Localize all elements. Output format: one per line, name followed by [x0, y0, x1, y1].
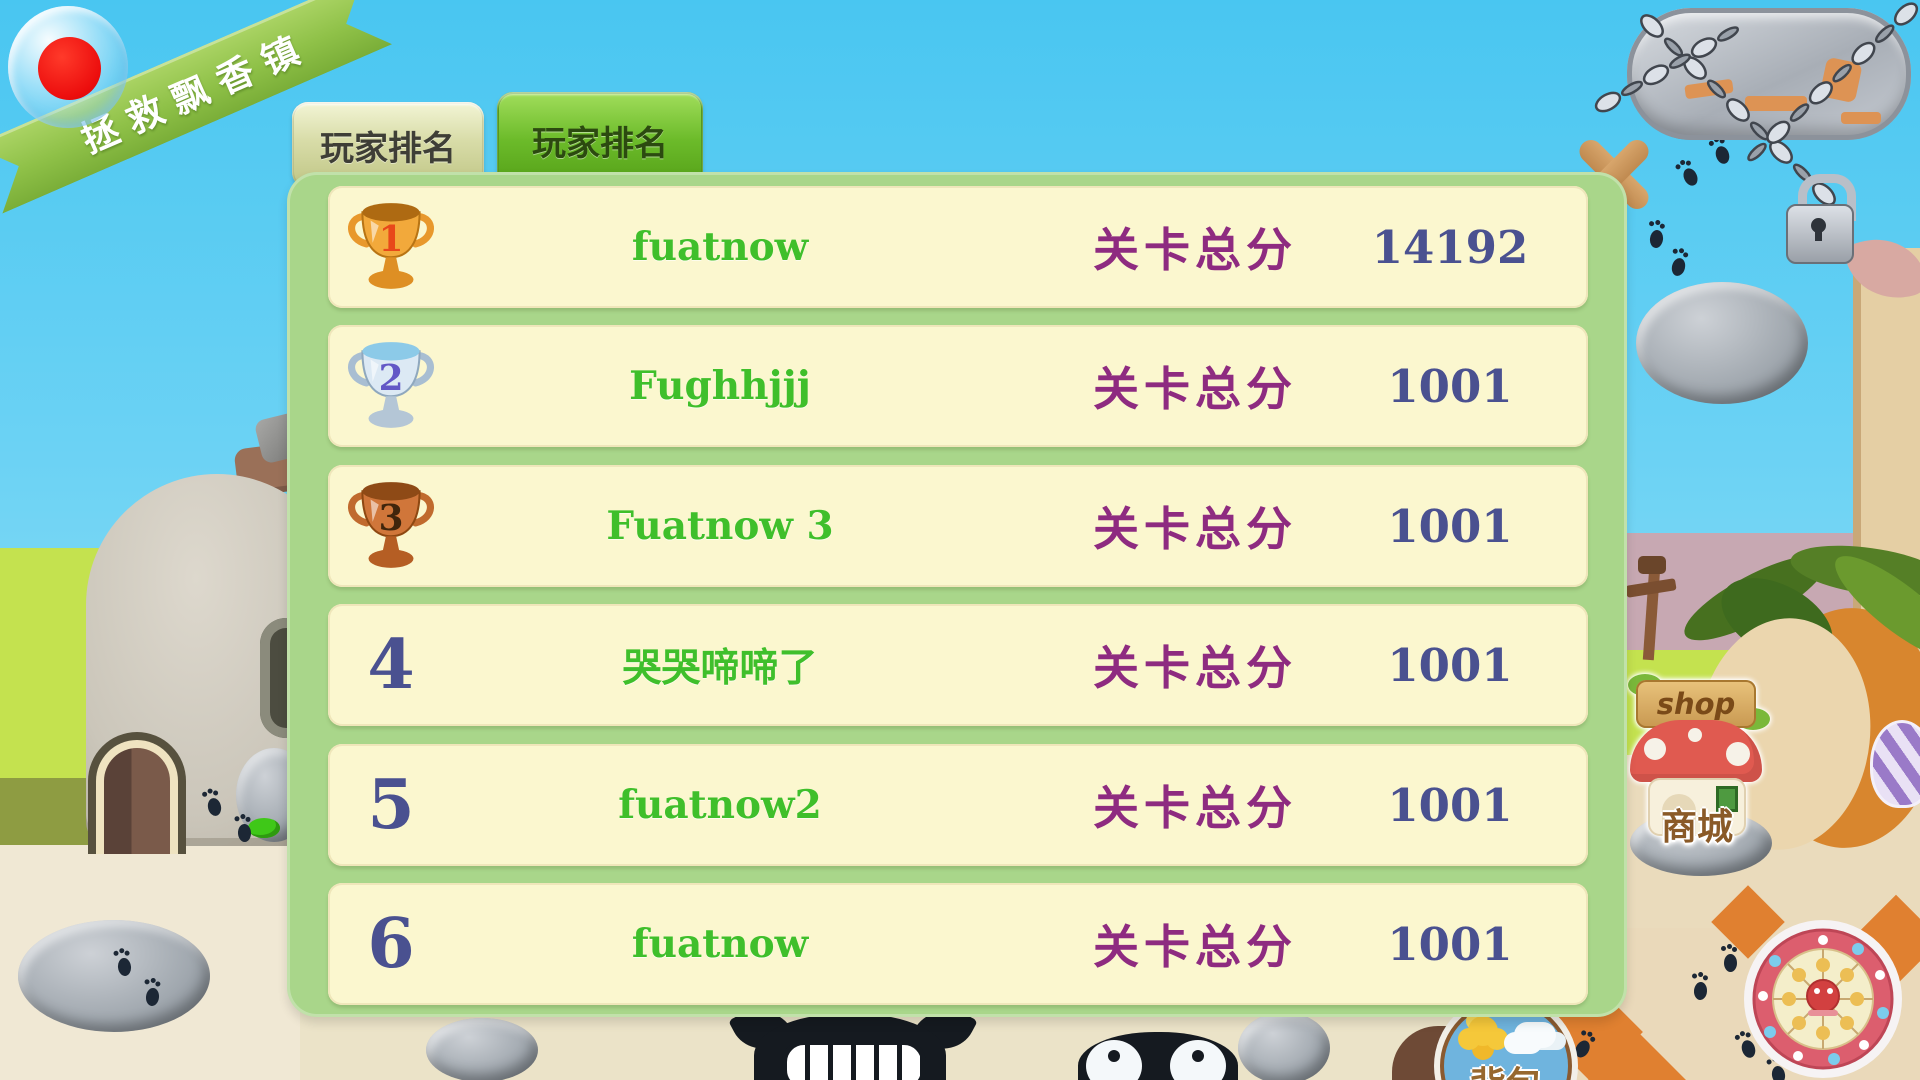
shop-button[interactable]: shop 商城 — [1628, 674, 1770, 855]
stone — [1238, 1012, 1330, 1080]
footprint — [1680, 166, 1701, 188]
svg-text:3: 3 — [379, 497, 404, 539]
striped-lollipop — [1870, 720, 1920, 808]
leaderboard-row: 1 fuatnow 关卡总分 14192 — [328, 186, 1588, 308]
rank-number: 6 — [367, 904, 415, 984]
player-name: fuatnow — [631, 224, 809, 270]
score-value: 14192 — [1371, 220, 1529, 274]
peeking-face-grin — [728, 996, 978, 1080]
svg-text:1: 1 — [379, 218, 404, 260]
mushroom-cap — [1630, 720, 1762, 782]
leaderboard-row: 4 哭哭啼啼了 关卡总分 1001 — [328, 604, 1588, 726]
player-name: 哭哭啼啼了 — [622, 645, 818, 691]
leaderboard-row: 6 fuatnow 关卡总分 1001 — [328, 883, 1588, 1005]
score-label: 关卡总分 — [1093, 502, 1297, 556]
score-label: 关卡总分 — [1093, 223, 1297, 277]
shop-label: 商城 — [1660, 807, 1733, 848]
gold-trophy-icon: 1 — [348, 203, 434, 289]
hidden-text-fragment — [1684, 78, 1734, 100]
leaderboard-row: 5 fuatnow2 关卡总分 1001 — [328, 744, 1588, 866]
spin-wheel-button[interactable] — [1742, 918, 1904, 1080]
house-door — [88, 732, 186, 854]
hidden-text-fragment — [1841, 112, 1881, 124]
silver-trophy-icon: 2 — [348, 342, 434, 428]
score-value: 1001 — [1387, 917, 1513, 971]
mushroom-body — [1648, 778, 1746, 836]
rank-number: 4 — [367, 625, 415, 705]
score-label: 关卡总分 — [1093, 781, 1297, 835]
cloud-icon — [1514, 1022, 1556, 1048]
hidden-text-fragment — [1819, 56, 1863, 104]
score-value: 1001 — [1387, 499, 1513, 553]
rank-badge: 3 — [336, 465, 446, 587]
hidden-text-fragment — [1745, 96, 1807, 111]
green-bug — [248, 818, 280, 838]
score-label: 关卡总分 — [1093, 641, 1297, 695]
stone — [18, 920, 210, 1032]
rank-badge: 6 — [336, 883, 446, 1005]
leaderboard-row: 3 Fuatnow 3 关卡总分 1001 — [328, 465, 1588, 587]
score-value: 1001 — [1387, 359, 1513, 413]
padlock-icon — [1786, 174, 1856, 264]
tab-label: 玩家排名 — [320, 128, 456, 169]
score-label: 关卡总分 — [1093, 362, 1297, 416]
rank-badge: 1 — [336, 186, 446, 308]
svg-text:2: 2 — [379, 357, 404, 399]
stone — [1636, 282, 1808, 404]
footprint — [1713, 144, 1732, 166]
tab-label: 玩家排名 — [532, 123, 668, 164]
coin-flower-icon — [1468, 1016, 1498, 1046]
footprint — [1670, 256, 1687, 278]
peeking-face-eyes — [1078, 1032, 1238, 1080]
player-name: fuatnow — [631, 921, 809, 967]
score-label: 关卡总分 — [1093, 920, 1297, 974]
leaderboard-panel: 1 fuatnow 关卡总分 14192 2 Fughhjjj 关卡总 — [287, 172, 1627, 1017]
rank-badge: 5 — [336, 744, 446, 866]
leaderboard-row: 2 Fughhjjj 关卡总分 1001 — [328, 325, 1588, 447]
player-name: Fughhjjj — [629, 363, 811, 409]
bronze-trophy-icon: 3 — [348, 482, 434, 568]
score-value: 1001 — [1387, 778, 1513, 832]
score-value: 1001 — [1387, 638, 1513, 692]
footprint — [1648, 229, 1665, 249]
player-name: fuatnow2 — [618, 782, 822, 828]
rank-badge: 4 — [336, 604, 446, 726]
rank-badge: 2 — [336, 325, 446, 447]
red-dot-icon — [38, 37, 101, 100]
locked-next-level-plate[interactable] — [1627, 8, 1911, 140]
player-name: Fuatnow 3 — [606, 503, 834, 549]
backpack-label: 背包 — [1444, 1056, 1568, 1080]
rank-number: 5 — [367, 765, 415, 845]
signpost-cap — [1638, 556, 1666, 574]
footprint — [1721, 946, 1737, 972]
stone — [426, 1018, 538, 1080]
